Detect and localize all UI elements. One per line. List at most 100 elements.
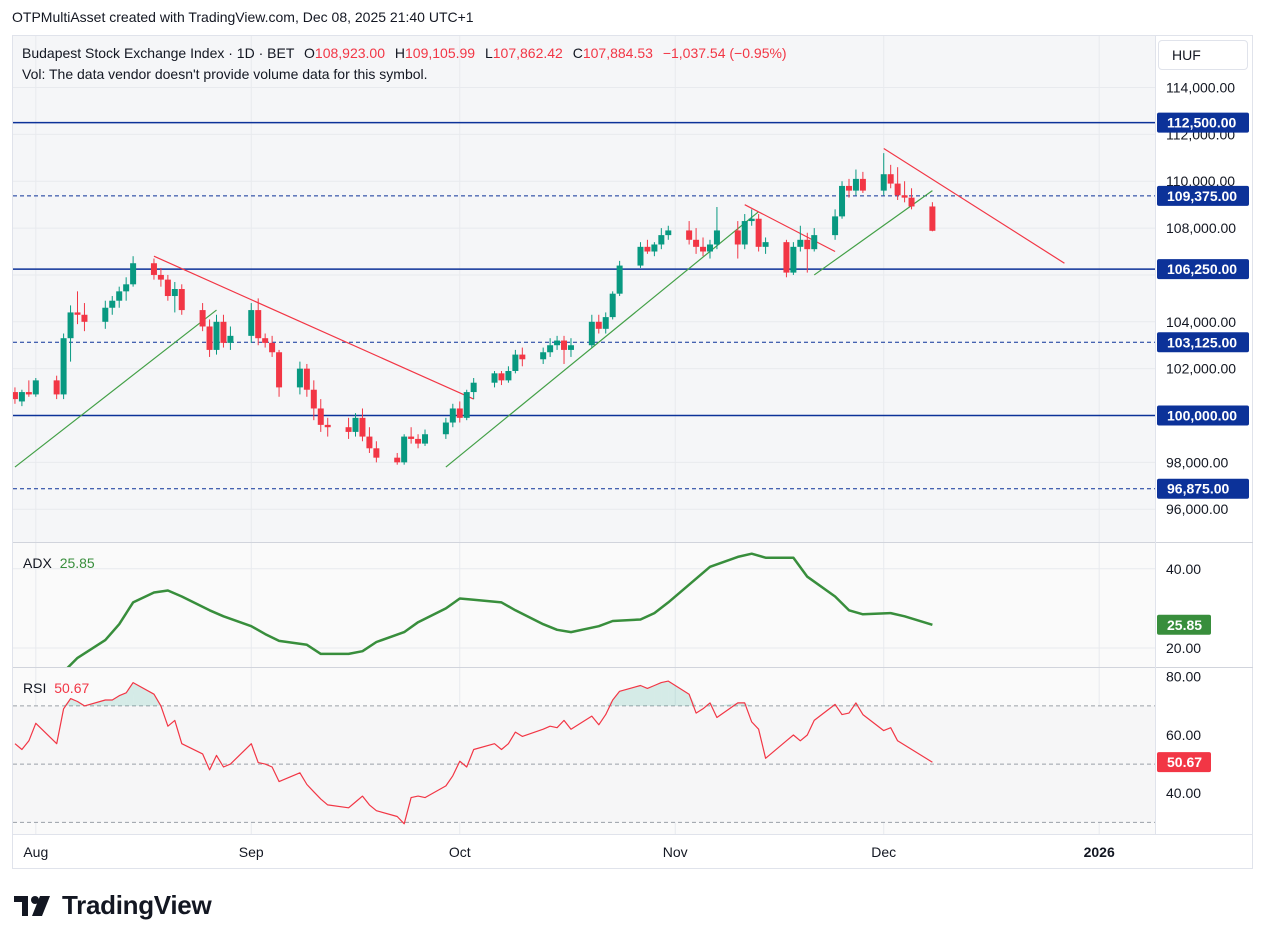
candle-body [324, 424, 331, 428]
rsi-overbought-fill [744, 702, 752, 706]
candle-body [741, 221, 748, 245]
candle-body [449, 408, 456, 423]
rsi-legend: RSI 50.67 [23, 680, 89, 696]
candle-body [366, 436, 373, 449]
candle-body [401, 436, 408, 463]
tradingview-logo[interactable]: TradingView [14, 890, 212, 921]
tradingview-logo-text: TradingView [62, 890, 212, 920]
candle-body [908, 197, 915, 207]
rsi-overbought-fill [119, 692, 127, 706]
candle-body [637, 246, 644, 266]
level-price-label: 109,375.00 [1167, 188, 1237, 204]
candle-body [373, 448, 380, 458]
candle-body [852, 178, 859, 191]
candle-body [227, 335, 234, 343]
rsi-tick-label: 40.00 [1166, 785, 1201, 801]
open-value: 108,923.00 [314, 45, 385, 61]
level-price-label: 96,875.00 [1167, 481, 1229, 497]
candle-body [748, 218, 755, 222]
trendline-red [883, 147, 1065, 264]
candle-body [567, 345, 574, 350]
chart-header: OTPMultiAsset created with TradingView.c… [12, 9, 474, 25]
candle-body [178, 289, 185, 311]
rsi-overbought-fill [619, 685, 641, 706]
candle-body [658, 235, 665, 245]
candle-body [894, 183, 901, 196]
rsi-overbought-fill [654, 682, 662, 706]
candle-body [811, 235, 818, 250]
rsi-last-value: 50.67 [1167, 754, 1202, 770]
candle-body [164, 279, 171, 297]
rsi-overbought-fill [709, 702, 717, 706]
time-tick-label: Oct [449, 844, 471, 860]
candle-body [706, 244, 713, 252]
horizontal-levels [13, 121, 1155, 490]
open-label: O [304, 45, 315, 61]
candle-body [880, 174, 887, 191]
candle-body [929, 206, 936, 231]
price-labels: 112,500.00 109,375.00 106,250.00 103,125.00… [1157, 112, 1249, 773]
candle-body [13, 392, 18, 400]
rsi-name: RSI [23, 680, 47, 696]
level-price-label: 112,500.00 [1167, 115, 1237, 131]
rsi-overbought-fill [737, 702, 745, 706]
candle-body [609, 293, 616, 318]
adx-pane-bg [13, 543, 1155, 667]
candle-body [790, 246, 797, 273]
candle-body [422, 434, 429, 444]
candle-body [310, 389, 317, 409]
candle-body [762, 242, 769, 247]
adx-legend: ADX 25.85 [23, 555, 95, 571]
time-tick-label: Aug [23, 844, 48, 860]
adx-tick-label: 40.00 [1166, 561, 1201, 577]
trendline-green [445, 211, 760, 468]
candle-body [408, 436, 415, 439]
tradingview-logo-icon [14, 895, 50, 916]
trendline-green [14, 309, 217, 468]
candle-body [53, 380, 60, 395]
high-label: H [394, 45, 405, 61]
rsi-overbought-fill [647, 685, 655, 706]
low-value: 107,862.42 [492, 45, 563, 61]
candle-body [700, 246, 707, 252]
candle-body [74, 312, 81, 315]
time-tick-label: 2026 [1084, 844, 1115, 860]
candle-body [248, 310, 255, 336]
price-tick-label: 96,000.00 [1166, 501, 1228, 517]
rsi-overbought-fill [126, 682, 134, 706]
candle-body [130, 263, 137, 285]
adx-pane [66, 552, 933, 667]
candle-body [498, 373, 505, 381]
rsi-overbought-fill [716, 702, 738, 706]
candle-body [394, 457, 401, 463]
candle-body [832, 216, 839, 236]
candle-body [25, 392, 32, 395]
rsi-tick-label: 60.00 [1166, 727, 1201, 743]
currency-button[interactable]: HUF [1158, 40, 1248, 70]
rsi-overbought-fill [814, 704, 836, 706]
candles [13, 153, 936, 465]
candle-body [359, 417, 366, 437]
adx-last-value: 25.85 [1167, 617, 1202, 633]
trendline-red [153, 255, 474, 400]
price-tick-label: 108,000.00 [1166, 220, 1236, 236]
rsi-overbought-fill [689, 694, 697, 706]
candle-body [456, 408, 463, 418]
price-tick-label: 102,000.00 [1166, 361, 1236, 377]
level-price-label-bg [1157, 259, 1249, 280]
candle-body [686, 230, 693, 240]
level-price-label: 106,250.00 [1167, 261, 1237, 277]
candle-body [693, 239, 700, 247]
candle-body [470, 382, 477, 393]
volume-note: Vol: The data vendor doesn't provide vol… [22, 66, 428, 82]
rsi-overbought-fill [640, 685, 648, 706]
close-label: C [572, 45, 583, 61]
candle-body [352, 417, 359, 432]
price-tick-label: 110,000.00 [1166, 173, 1235, 189]
trendlines [14, 147, 1065, 468]
rsi-overbought-fill [105, 700, 113, 706]
symbol-name: Budapest Stock Exchange Index · 1D · BET [22, 45, 295, 61]
candle-body [60, 338, 67, 395]
trendline-red [744, 204, 836, 253]
